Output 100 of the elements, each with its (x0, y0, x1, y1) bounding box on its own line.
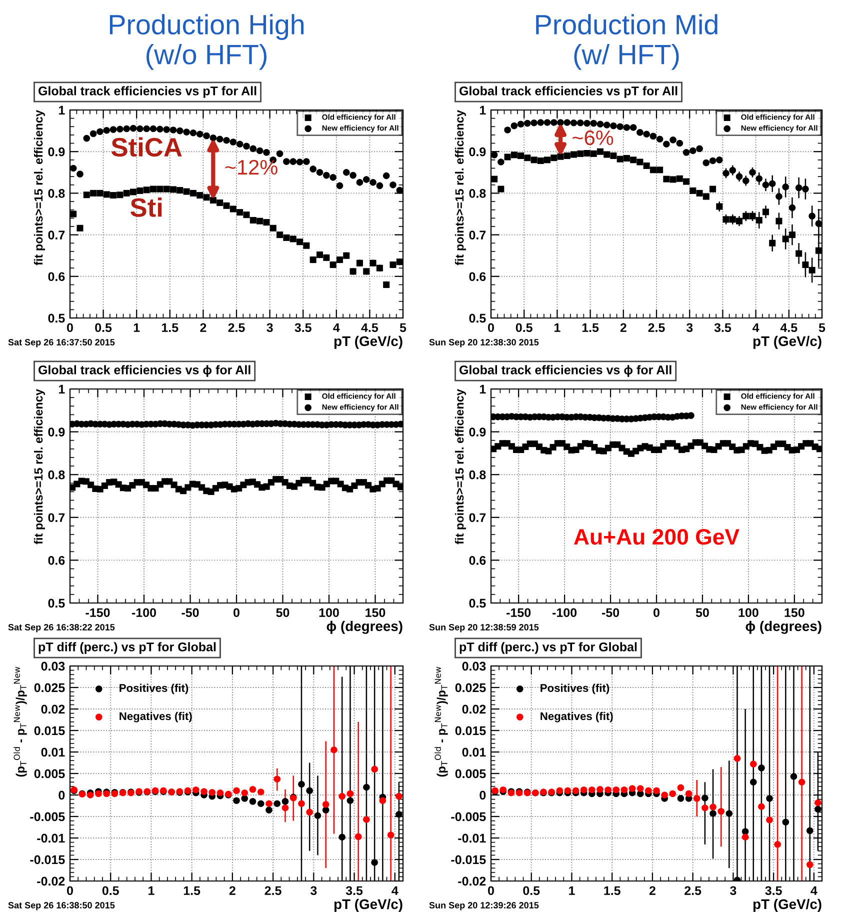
x-tick-label: 4.5 (361, 323, 378, 332)
x-tick-label: 5 (400, 323, 406, 332)
chart-title: pT diff (perc.) vs pT for Global (460, 642, 637, 654)
x-tick-label: 100 (319, 608, 339, 618)
x-tick-label: -100 (552, 608, 577, 618)
annotation: ~12% (225, 160, 278, 175)
x-tick-label: 2.5 (264, 886, 282, 896)
x-tick-label: 150 (784, 608, 804, 618)
x-axis-title: pT (GeV/c) (753, 898, 822, 912)
x-tick-label: 1 (554, 323, 560, 332)
y-axis-title: fit points>=15 rel. efficiency (34, 110, 45, 266)
x-tick-label: -150 (86, 608, 110, 618)
x-tick-label: 3.5 (765, 886, 782, 896)
x-tick-label: 4 (333, 323, 340, 332)
y-tick-label: 0.005 (34, 769, 65, 778)
y-tick-label: 0.6 (469, 272, 486, 282)
x-tick-label: 50 (696, 608, 709, 618)
legend-label: Negatives (fit) (540, 712, 613, 722)
y-tick-label: 0.9 (48, 428, 65, 436)
x-tick-label: 0.5 (516, 323, 532, 332)
y-tick-label: 0.7 (469, 513, 486, 522)
x-tick-label: 4 (392, 886, 398, 895)
y-tick-label: 0.6 (469, 556, 486, 565)
text: Sun Sep 20 12:39:26 2015 (429, 902, 539, 910)
annotation: ~6% (572, 130, 614, 146)
x-tick-label: 2.5 (684, 886, 702, 896)
x-tick-label: -100 (132, 608, 156, 618)
x-tick-label: 0 (67, 323, 73, 332)
y-tick-label: 0.03 (41, 662, 65, 671)
y-tick-label: 0.9 (469, 147, 486, 156)
x-tick-label: 150 (366, 608, 386, 618)
y-tick-label: 0.025 (455, 683, 486, 692)
x-tick-label: 4 (810, 886, 818, 895)
x-tick-label: 0 (488, 886, 494, 896)
x-tick-label: 1.5 (604, 886, 620, 896)
x-tick-label: 3 (266, 323, 273, 332)
y-tick-label: 0.03 (462, 662, 486, 671)
x-tick-label: 1 (569, 886, 575, 895)
x-tick-label: 2.5 (228, 323, 245, 332)
chart-title: pT diff (perc.) vs pT for Global (38, 642, 216, 654)
legend-label: Positives (fit) (540, 684, 610, 694)
x-tick-label: 2 (229, 886, 236, 895)
x-tick-label: 50 (276, 608, 290, 618)
chart-title: Global track efficiencies vs ϕ for All (38, 365, 250, 377)
y-tick-label: -0.005 (30, 812, 65, 822)
x-tick-label: -50 (182, 608, 199, 618)
x-tick-label: 2 (200, 323, 206, 332)
y-tick-label: -0.02 (458, 876, 486, 886)
y-axis-title: fit points>=15 rel. efficiency (454, 389, 466, 544)
legend-label: Negatives (fit) (120, 712, 192, 722)
x-axis-title: pT (GeV/c) (753, 336, 822, 349)
x-tick-label: 3.5 (714, 323, 732, 332)
x-tick-label: 1 (134, 323, 140, 332)
y-tick-label: -0.015 (30, 855, 65, 864)
x-tick-label: 4 (752, 323, 760, 332)
x-axis-title: pT (GeV/c) (334, 898, 402, 912)
x-tick-label: 2.5 (648, 323, 665, 332)
y-tick-label: 0.9 (469, 428, 486, 436)
y-tick-label: 0.01 (41, 748, 65, 757)
text: Sat Sep 26 16:38:22 2015 (8, 624, 115, 632)
legend-label: Positives (fit) (120, 684, 188, 694)
x-axis-title: ϕ (degrees) (746, 620, 822, 634)
x-tick-label: 3 (730, 886, 736, 896)
y-tick-label: -0.005 (451, 812, 486, 822)
x-tick-label: -150 (506, 608, 531, 618)
y-tick-label: 0.6 (48, 556, 65, 565)
y-tick-label: 0.025 (34, 683, 65, 692)
y-tick-label: 0 (480, 790, 486, 800)
x-tick-label: -50 (602, 608, 620, 618)
y-tick-label: 1 (58, 106, 65, 115)
y-tick-label: 0.6 (48, 272, 65, 282)
y-axis-title: fit points>=15 rel. efficiency (34, 389, 45, 544)
x-tick-label: 5 (818, 323, 826, 332)
x-tick-label: 0 (488, 323, 494, 332)
x-tick-label: 3 (310, 886, 317, 896)
text: (p$_{T}$$^{Old}$ - p$_{T}$$^{New}$)/p$_{T}$$^{New}$ (14, 666, 27, 777)
y-tick-label: 1 (480, 106, 486, 115)
x-tick-label: 0 (234, 608, 240, 618)
y-tick-label: 1 (58, 384, 65, 394)
text: (p$_{T}$$^{Old}$ - p$_{T}$$^{New}$)/p$_{T}$$^{New}$ (434, 666, 448, 777)
y-tick-label: 0.7 (469, 230, 486, 240)
x-tick-label: 3.5 (346, 886, 363, 896)
y-tick-label: 0.005 (455, 769, 486, 778)
y-tick-label: 0.7 (48, 513, 65, 522)
y-tick-label: 0.5 (469, 598, 486, 608)
y-tick-label: -0.01 (458, 834, 486, 843)
y-tick-label: 0.5 (469, 314, 486, 323)
chart-title: Global track efficiencies vs pT for All (38, 86, 256, 98)
y-tick-label: -0.015 (451, 855, 486, 864)
x-tick-label: 4.5 (780, 323, 798, 332)
y-tick-label: -0.02 (37, 876, 65, 886)
x-tick-label: 0.5 (523, 886, 540, 896)
x-axis-title: ϕ (degrees) (326, 620, 402, 634)
x-tick-label: 3.5 (294, 323, 312, 332)
y-tick-label: 0 (58, 790, 65, 800)
x-tick-label: 0 (654, 608, 660, 618)
y-axis-title: fit points>=15 rel. efficiency (454, 110, 466, 266)
x-tick-label: 0 (67, 886, 73, 896)
text: Sun Sep 20 12:38:59 2015 (429, 624, 539, 632)
text: Sat Sep 26 16:37:50 2015 (8, 339, 115, 348)
